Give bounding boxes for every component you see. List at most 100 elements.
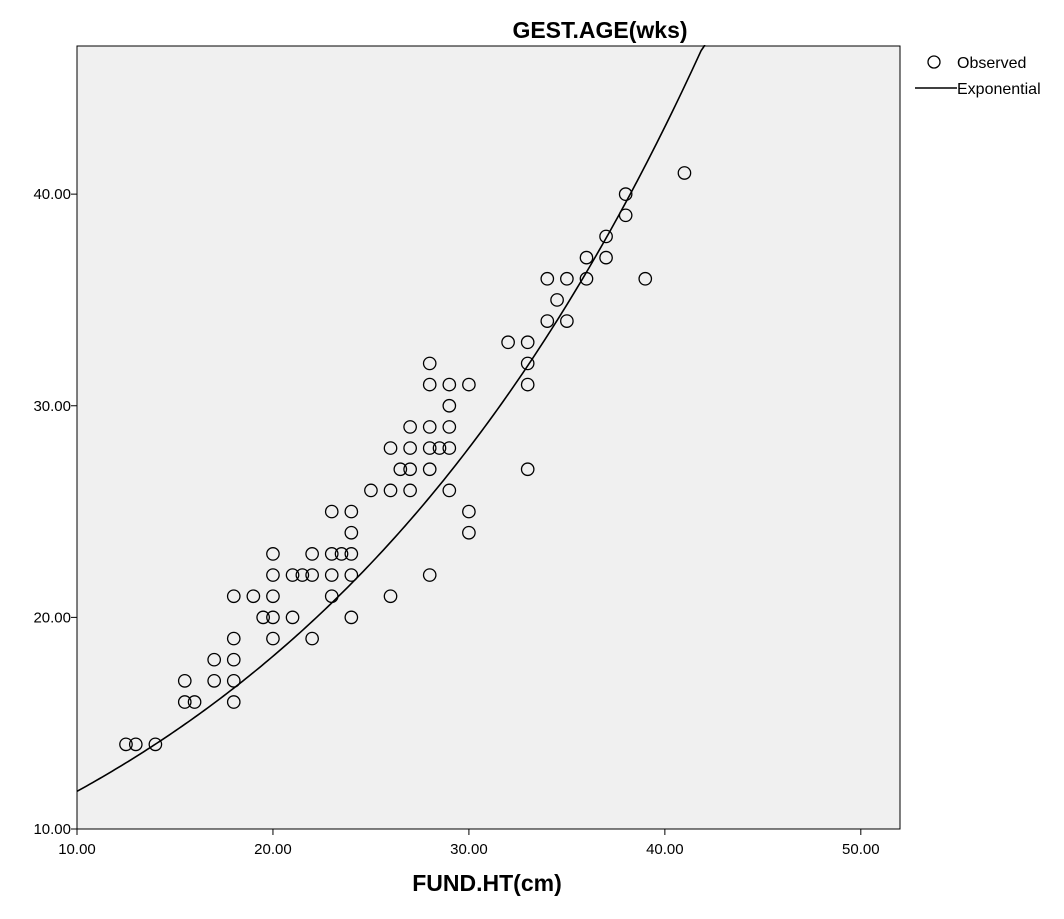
y-tick-label: 40.00: [33, 186, 71, 203]
observed-point: [344, 568, 359, 582]
observed-point: [207, 652, 222, 667]
observed-point: [550, 293, 564, 307]
observed-point: [638, 271, 653, 286]
observed-point: [520, 335, 535, 350]
observed-point: [501, 335, 515, 350]
x-axis: 10.00 20.00 30.00 40.00 50.00: [58, 829, 880, 858]
observed-point: [520, 377, 535, 392]
observed-point: [119, 737, 133, 752]
x-axis-label: FUND.HT(cm): [412, 870, 562, 896]
observed-point: [177, 674, 192, 688]
observed-point: [364, 483, 378, 498]
observed-point: [226, 631, 241, 646]
x-tick-label: 10.00: [58, 841, 96, 858]
observed-point: [403, 462, 417, 477]
x-tick-label: 50.00: [842, 841, 880, 858]
observed-point: [462, 525, 476, 540]
observed-point: [266, 631, 280, 646]
observed-point: [256, 610, 270, 625]
observed-point: [344, 547, 359, 561]
observed-point: [442, 398, 457, 413]
observed-point: [334, 547, 349, 561]
observed-point: [344, 610, 359, 625]
observed-point: [432, 441, 447, 455]
observed-point: [422, 441, 437, 455]
legend: Observed Exponential: [915, 55, 1041, 98]
exponential-fit-line: [76, 15, 715, 793]
observed-point: [520, 462, 535, 477]
observed-point: [677, 166, 692, 180]
observed-point: [324, 504, 339, 519]
observed-point: [422, 462, 437, 477]
observed-point: [305, 568, 319, 582]
observed-point: [618, 208, 633, 223]
title-mask: [480, 14, 740, 45]
observed-point: [393, 462, 408, 477]
observed-point: [579, 271, 594, 286]
x-tick-label: 20.00: [254, 841, 292, 858]
observed-point: [295, 568, 310, 582]
y-tick-label: 20.00: [33, 609, 71, 626]
observed-point: [422, 568, 437, 582]
observed-point: [383, 483, 398, 498]
observed-point: [579, 250, 594, 265]
chart-title: GEST.AGE(wks): [512, 17, 687, 43]
observed-point: [285, 568, 300, 582]
legend-exponential-label: Exponential: [957, 81, 1041, 98]
observed-point: [266, 610, 280, 625]
legend-observed-marker-icon: [927, 55, 941, 69]
plot-area: [76, 45, 901, 830]
observed-point: [383, 589, 398, 604]
observed-point: [266, 568, 280, 582]
observed-point: [148, 737, 163, 752]
observed-point: [285, 610, 300, 625]
observed-point: [442, 377, 457, 392]
legend-observed-label: Observed: [957, 55, 1026, 72]
observed-point: [540, 271, 555, 286]
observed-point: [324, 589, 339, 604]
observed-point: [128, 737, 143, 752]
observed-point: [422, 356, 437, 371]
observed-point: [207, 674, 222, 688]
fit-line-layer: [76, 15, 715, 793]
observed-point: [403, 420, 417, 434]
observed-point: [403, 483, 417, 498]
observed-point: [226, 674, 241, 688]
observed-point: [422, 377, 437, 392]
observed-point: [344, 525, 359, 540]
observed-point: [324, 547, 339, 561]
observed-point: [618, 187, 633, 201]
observed-point: [187, 695, 202, 709]
observed-point: [442, 483, 457, 498]
observed-point: [462, 504, 476, 519]
observed-point: [403, 441, 417, 455]
y-tick-label: 10.00: [33, 821, 71, 838]
observed-point: [177, 695, 192, 709]
observed-point: [560, 314, 574, 328]
observed-point: [422, 420, 437, 434]
observed-point: [305, 547, 319, 561]
observed-point: [226, 652, 241, 667]
observed-point: [266, 547, 280, 561]
observed-point: [442, 420, 457, 434]
x-tick-label: 30.00: [450, 841, 488, 858]
observed-point: [540, 314, 555, 328]
observed-point: [266, 589, 280, 604]
observed-point: [599, 229, 613, 244]
observed-point: [226, 589, 241, 604]
observed-point: [560, 271, 574, 286]
observed-point: [462, 377, 476, 392]
observed-point: [442, 441, 457, 455]
observed-point: [344, 504, 359, 519]
observed-point: [305, 631, 319, 646]
observed-point: [324, 568, 339, 582]
y-tick-label: 30.00: [33, 398, 71, 415]
points-layer: [119, 166, 692, 752]
observed-point: [246, 589, 261, 604]
observed-point: [599, 250, 613, 265]
y-axis: 10.00 20.00 30.00 40.00: [33, 186, 77, 838]
x-tick-label: 40.00: [646, 841, 684, 858]
observed-point: [226, 695, 241, 709]
observed-point: [520, 356, 535, 371]
